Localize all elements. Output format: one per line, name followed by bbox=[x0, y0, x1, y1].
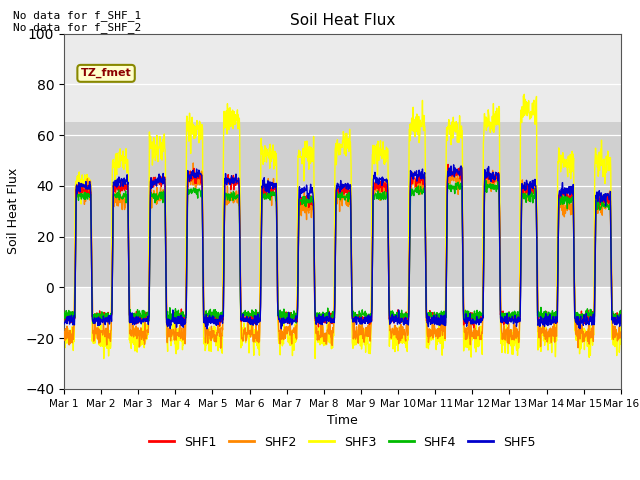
SHF1 bbox=[103, 315, 111, 321]
SHF2 bbox=[103, 333, 111, 339]
Text: TZ_fmet: TZ_fmet bbox=[81, 68, 131, 79]
SHF2 bbox=[189, 160, 197, 166]
SHF5 bbox=[60, 320, 68, 326]
Line: SHF3: SHF3 bbox=[64, 94, 621, 359]
SHF2 bbox=[319, 322, 326, 328]
SHF3 bbox=[60, 322, 68, 328]
SHF3 bbox=[297, 155, 305, 160]
SHF1 bbox=[308, 197, 316, 203]
SHF1 bbox=[126, 313, 134, 319]
X-axis label: Time: Time bbox=[327, 414, 358, 427]
Line: SHF5: SHF5 bbox=[64, 165, 621, 329]
SHF5 bbox=[297, 187, 305, 193]
Line: SHF2: SHF2 bbox=[64, 163, 621, 348]
SHF3 bbox=[520, 91, 528, 97]
SHF2 bbox=[617, 329, 625, 335]
SHF1 bbox=[318, 315, 326, 321]
SHF1 bbox=[470, 325, 477, 331]
Text: No data for f_SHF_1
No data for f_SHF_2: No data for f_SHF_1 No data for f_SHF_2 bbox=[13, 10, 141, 33]
SHF3 bbox=[378, 146, 385, 152]
SHF1 bbox=[296, 199, 304, 205]
SHF5 bbox=[126, 320, 134, 325]
Bar bbox=[64, 122, 621, 288]
SHF4 bbox=[279, 321, 287, 326]
SHF1 bbox=[444, 162, 452, 168]
SHF5 bbox=[308, 185, 316, 191]
SHF4 bbox=[297, 198, 305, 204]
SHF3 bbox=[104, 328, 111, 334]
SHF3 bbox=[617, 341, 625, 347]
SHF1 bbox=[60, 310, 68, 315]
SHF4 bbox=[308, 198, 316, 204]
SHF1 bbox=[377, 185, 385, 191]
SHF4 bbox=[318, 311, 326, 316]
SHF4 bbox=[482, 178, 490, 183]
SHF2 bbox=[378, 180, 385, 186]
SHF5 bbox=[203, 326, 211, 332]
SHF3 bbox=[318, 341, 326, 347]
Title: Soil Heat Flux: Soil Heat Flux bbox=[290, 13, 395, 28]
Line: SHF1: SHF1 bbox=[64, 165, 621, 328]
SHF3 bbox=[308, 153, 316, 158]
SHF4 bbox=[126, 318, 134, 324]
SHF4 bbox=[60, 310, 68, 315]
SHF4 bbox=[617, 308, 625, 313]
SHF1 bbox=[617, 315, 625, 321]
SHF2 bbox=[217, 345, 225, 351]
Y-axis label: Soil Heat Flux: Soil Heat Flux bbox=[6, 168, 20, 254]
SHF5 bbox=[617, 320, 625, 326]
SHF2 bbox=[308, 200, 316, 205]
SHF4 bbox=[378, 197, 385, 203]
SHF5 bbox=[450, 162, 458, 168]
Legend: SHF1, SHF2, SHF3, SHF4, SHF5: SHF1, SHF2, SHF3, SHF4, SHF5 bbox=[144, 431, 541, 454]
SHF5 bbox=[318, 322, 326, 327]
Line: SHF4: SHF4 bbox=[64, 180, 621, 324]
SHF5 bbox=[103, 319, 111, 325]
SHF2 bbox=[126, 305, 134, 311]
SHF2 bbox=[60, 329, 68, 335]
SHF3 bbox=[100, 356, 108, 361]
SHF5 bbox=[378, 176, 385, 181]
SHF4 bbox=[103, 311, 111, 316]
SHF2 bbox=[297, 202, 305, 208]
SHF3 bbox=[126, 340, 134, 346]
